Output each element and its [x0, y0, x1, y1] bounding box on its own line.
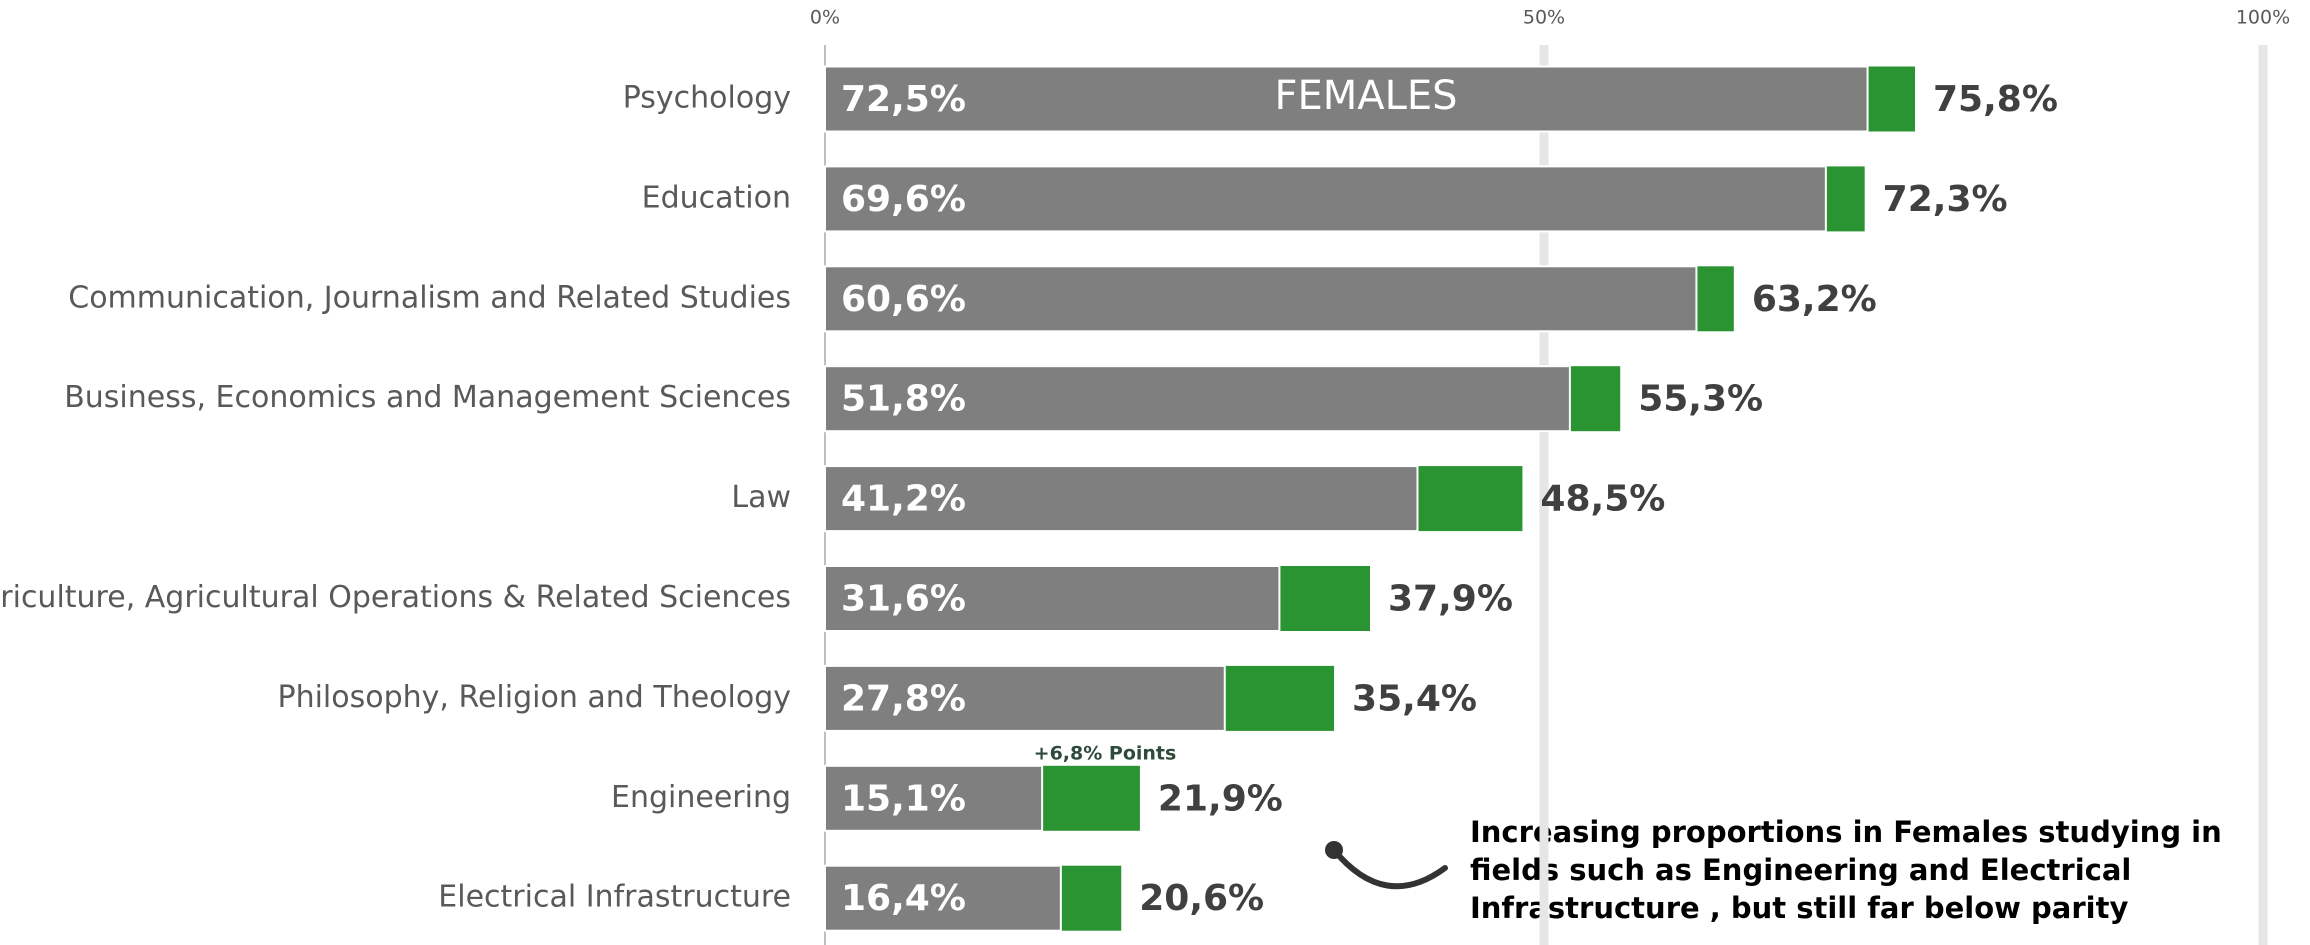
bar-earlier	[824, 65, 1869, 133]
females-label: FEMALES	[1274, 73, 1457, 119]
value-label: 72,5%	[841, 79, 966, 120]
bar-earlier	[824, 265, 1698, 333]
x-tick-label: 0%	[810, 7, 840, 29]
bar-earlier	[824, 165, 1827, 233]
value-label: 60,6%	[841, 279, 966, 320]
callout-text: fields such as Engineering and Electrica…	[1470, 853, 2131, 887]
bar-earlier	[824, 764, 1044, 832]
value-label: 31,6%	[841, 579, 966, 620]
value-label: 21,9%	[1158, 778, 1283, 819]
value-label: 48,5%	[1540, 479, 1665, 520]
value-label: 51,8%	[841, 379, 966, 420]
bar-earlier	[824, 465, 1419, 533]
callout-text: Infrastructure , but still far below par…	[1470, 891, 2128, 925]
value-label: 37,9%	[1388, 579, 1513, 620]
bar-earlier	[824, 365, 1571, 433]
bar-earlier	[824, 664, 1226, 732]
value-label: 35,4%	[1352, 678, 1477, 719]
value-label: 55,3%	[1638, 379, 1763, 420]
category-label: Philosophy, Religion and Theology	[277, 680, 791, 715]
category-label: Communication, Journalism and Related St…	[68, 280, 791, 315]
callout-text: Increasing proportions in Females studyi…	[1470, 815, 2222, 849]
category-label: Electrical Infrastructure	[438, 880, 791, 915]
value-label: 72,3%	[1883, 179, 2008, 220]
value-label: 27,8%	[841, 678, 966, 719]
bar-earlier	[824, 565, 1281, 632]
category-label: Agriculture, Agricultural Operations & R…	[0, 580, 791, 615]
x-tick-label: 100%	[2236, 7, 2290, 29]
category-label: Law	[731, 480, 791, 515]
x-tick-label: 50%	[1523, 7, 1565, 29]
callout-curve	[1331, 847, 1448, 890]
category-label: Engineering	[611, 780, 791, 815]
value-label: 41,2%	[841, 479, 966, 520]
value-label: 69,6%	[841, 179, 966, 220]
value-label: 75,8%	[1933, 79, 2058, 120]
category-label: Education	[642, 180, 791, 215]
value-label: 16,4%	[841, 878, 966, 919]
points-annotation: +6,8% Points	[1034, 743, 1177, 765]
category-label: Psychology	[623, 81, 791, 116]
value-label: 63,2%	[1752, 279, 1877, 320]
bar-earlier	[824, 864, 1062, 932]
value-label: 20,6%	[1139, 878, 1264, 919]
category-label: Business, Economics and Management Scien…	[64, 380, 791, 415]
value-label: 15,1%	[841, 778, 966, 819]
